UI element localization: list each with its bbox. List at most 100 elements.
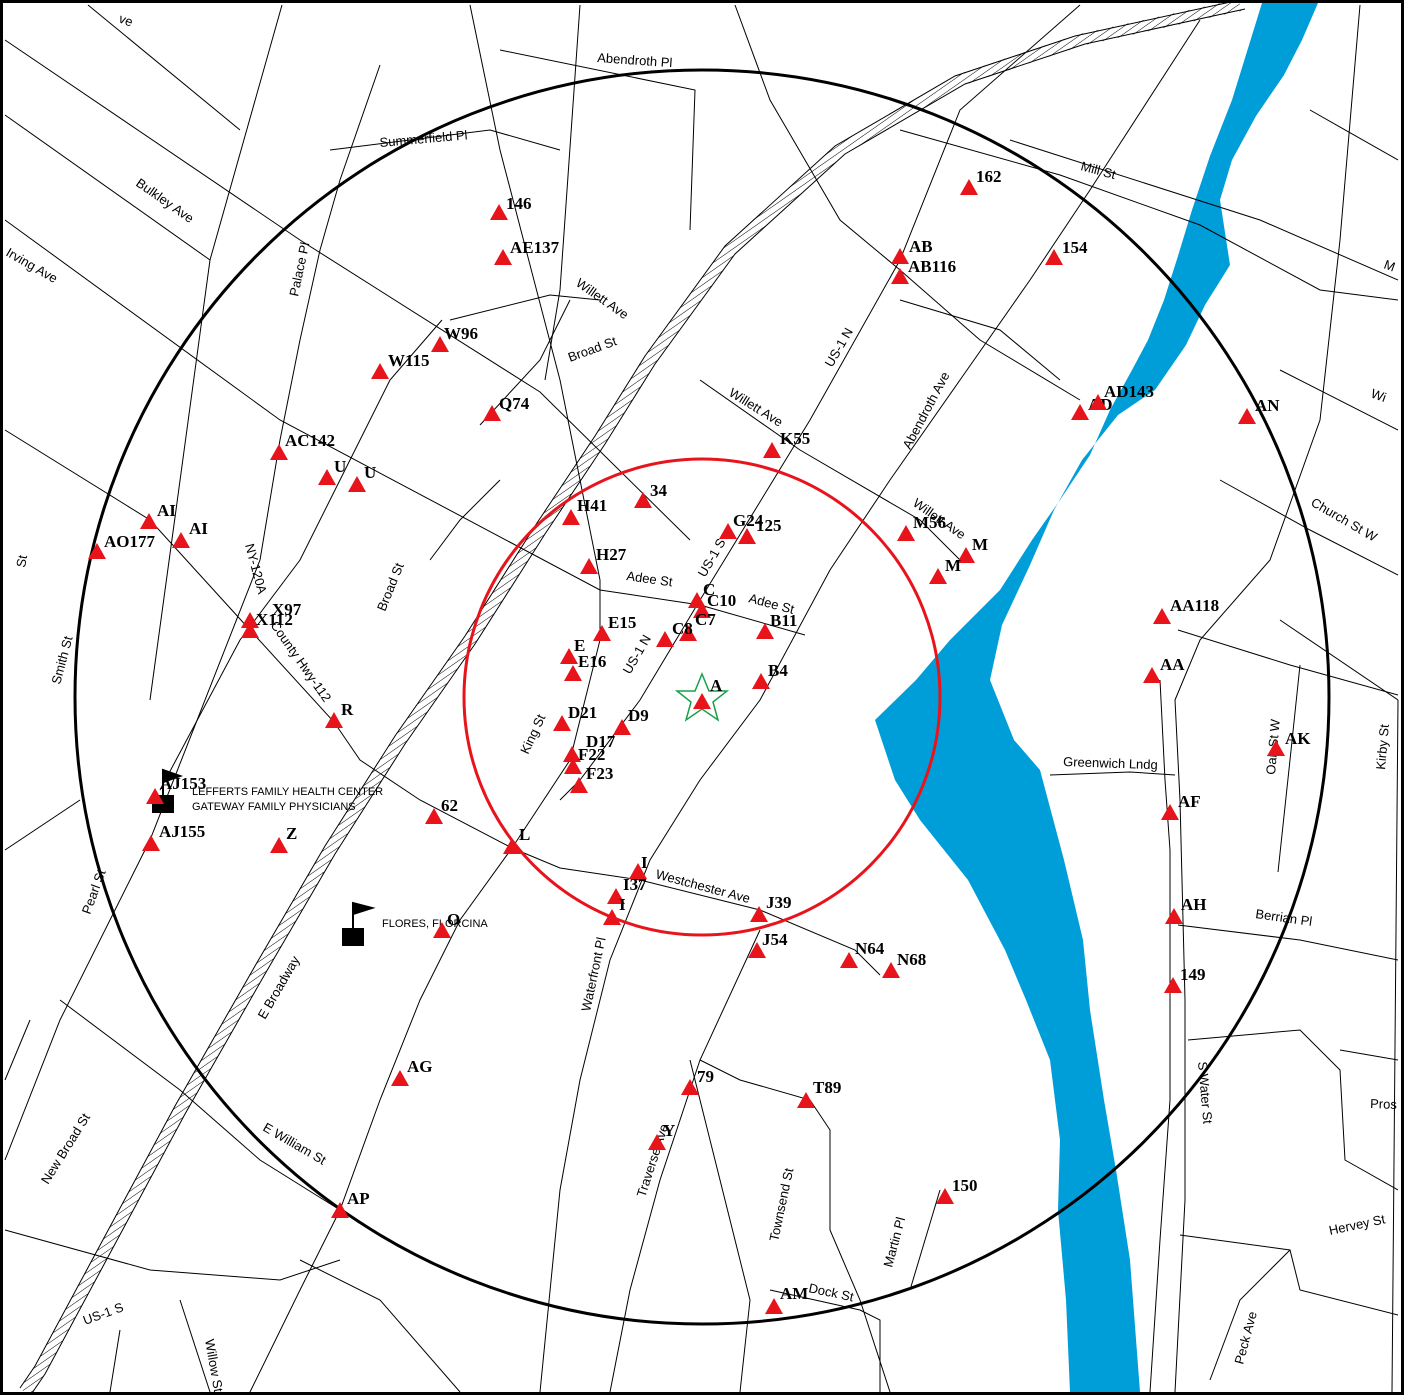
site-AB[interactable]: AB [891,237,933,264]
red-triangle-icon [1165,908,1183,924]
site-AK[interactable]: AK [1267,729,1311,756]
red-triangle-icon [648,1134,666,1150]
site-79[interactable]: 79 [681,1067,714,1095]
site-label: AE137 [510,238,560,257]
site-X112[interactable]: X112 [241,610,293,638]
site-AO177[interactable]: AO177 [88,532,156,559]
site-label: AB [909,237,933,256]
street-label-irving-ave: Irving Ave [4,245,61,286]
site-F22[interactable]: F22 [564,745,605,774]
site-J54[interactable]: J54 [748,930,788,958]
site-F23[interactable]: F23 [570,764,613,793]
red-triangle-icon [270,837,288,853]
site-label: AJ155 [159,822,205,841]
site-E15[interactable]: E15 [593,613,636,641]
site-AM[interactable]: AM [765,1284,808,1314]
site-AC142[interactable]: AC142 [270,431,335,460]
site-AH[interactable]: AH [1165,895,1207,924]
site-M2[interactable]: M [929,556,961,584]
site-125[interactable]: 125 [738,516,782,544]
site-W115[interactable]: W115 [371,351,430,379]
site-AG[interactable]: AG [391,1057,433,1086]
street-label-bulkley-ave: Bulkley Ave [133,175,196,226]
site-J39[interactable]: J39 [750,893,792,922]
site-W96[interactable]: W96 [431,324,478,352]
site-label: L [519,825,530,844]
site-label: AH [1181,895,1207,914]
site-M56[interactable]: M56 [897,513,946,541]
site-C7[interactable]: C7 [679,610,716,641]
site-I2[interactable]: I [603,895,626,925]
site-E16[interactable]: E16 [564,652,606,681]
site-D9[interactable]: D9 [613,706,649,735]
site-AD143[interactable]: AD143 [1089,382,1154,410]
site-O[interactable]: O [433,910,460,938]
site-H41[interactable]: H41 [562,496,607,525]
street-map[interactable]: ve Abendroth Pl Summerfield Pl Bulkley A… [3,3,1401,1392]
street-label-church-st-w: Church St W [1309,495,1381,545]
site-AA118[interactable]: AA118 [1153,596,1219,624]
street-label-townsend-st: Townsend St [766,1166,796,1242]
red-triangle-icon [494,249,512,265]
site-AJ153[interactable]: AJ153 [146,774,206,804]
site-X97[interactable]: X97 [241,600,302,628]
red-triangle-icon [936,1188,954,1204]
site-A[interactable]: A [693,676,723,709]
site-34[interactable]: 34 [634,481,668,508]
street-label-wi-edge: Wi [1369,386,1388,405]
site-Q74[interactable]: Q74 [483,394,530,421]
site-T89[interactable]: T89 [797,1078,841,1108]
facility-lefferts[interactable]: LEFFERTS FAMILY HEALTH CENTER GATEWAY FA… [152,768,383,813]
red-triangle-icon [1267,740,1285,756]
site-AP[interactable]: AP [331,1189,370,1218]
site-AE137[interactable]: AE137 [494,238,560,265]
site-K55[interactable]: K55 [763,429,810,458]
site-154[interactable]: 154 [1045,238,1088,265]
site-AF[interactable]: AF [1161,792,1201,820]
site-150[interactable]: 150 [936,1176,978,1204]
site-162[interactable]: 162 [960,167,1002,195]
site-146[interactable]: 146 [490,194,532,220]
site-149[interactable]: 149 [1164,965,1206,993]
site-B11[interactable]: B11 [756,611,797,639]
street-label-us1n-south: US-1 N [620,632,654,676]
site-AI2[interactable]: AI [172,519,208,548]
red-triangle-icon [1161,804,1179,820]
site-Y[interactable]: Y [648,1121,675,1150]
site-Z[interactable]: Z [270,824,297,853]
red-triangle-icon [629,863,647,879]
site-M1[interactable]: M [957,535,988,563]
site-U2[interactable]: U [348,463,376,492]
site-62[interactable]: 62 [425,796,458,824]
site-C10[interactable]: C10 [693,591,736,618]
site-label: M56 [913,513,946,532]
site-E[interactable]: E [560,636,585,664]
site-AB116[interactable]: AB116 [891,257,956,284]
site-I37[interactable]: I37 [607,875,647,904]
site-AJ155[interactable]: AJ155 [142,822,205,851]
site-U1[interactable]: U [318,457,346,485]
site-B4[interactable]: B4 [752,661,788,689]
facility-flores[interactable]: FLORES, FLORCINA [342,901,488,946]
site-N64[interactable]: N64 [840,939,885,968]
site-H27[interactable]: H27 [580,545,627,574]
site-G24[interactable]: G24 [719,511,764,539]
site-I1[interactable]: I [629,853,648,879]
site-AI1[interactable]: AI [140,501,176,529]
site-label: C7 [695,610,716,629]
red-triangle-icon [146,788,164,804]
site-R[interactable]: R [325,700,354,728]
site-AA[interactable]: AA [1143,655,1185,683]
site-N68[interactable]: N68 [882,950,926,978]
site-label: F23 [586,764,613,783]
site-D17[interactable]: D17 [563,732,616,762]
red-triangle-icon [719,523,737,539]
site-AN[interactable]: AN [1238,396,1280,424]
facility-label-line1: LEFFERTS FAMILY HEALTH CENTER [192,786,383,798]
site-label: N68 [897,950,926,969]
site-C8[interactable]: C8 [656,619,693,647]
street-label-palace-pl: Palace Pl [286,241,312,298]
site-D21[interactable]: D21 [553,703,597,731]
site-L[interactable]: L [503,825,530,854]
site-label: Y [663,1121,675,1140]
